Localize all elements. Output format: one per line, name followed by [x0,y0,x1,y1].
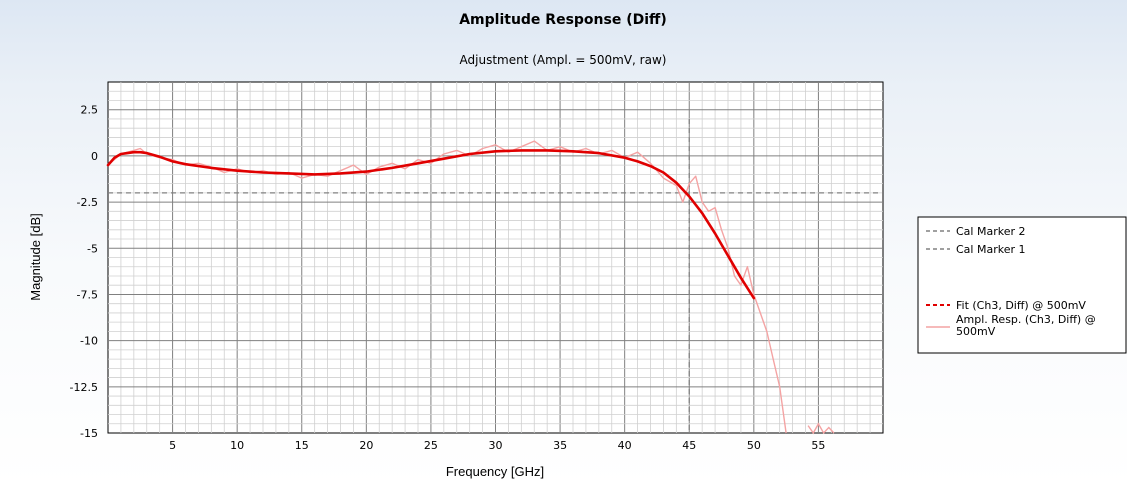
x-tick-label: 25 [424,439,438,452]
x-tick-label: 40 [618,439,632,452]
y-tick-label: -5 [87,242,98,255]
legend-label-cal-marker-1: Cal Marker 1 [956,243,1026,256]
x-tick-label: 35 [553,439,567,452]
legend-label-ampl-resp: Ampl. Resp. (Ch3, Diff) @ 500mV [956,313,1099,338]
y-tick-label: -2.5 [77,196,98,209]
x-tick-label: 45 [682,439,696,452]
legend-box [917,216,1127,354]
y-tick-label: -12.5 [70,381,98,394]
x-tick-label: 30 [489,439,503,452]
legend-label-ampl-resp-line1: Ampl. Resp. (Ch3, Diff) @ [956,313,1096,326]
y-tick-label: -7.5 [77,288,98,301]
y-tick-label: -15 [80,427,98,440]
x-tick-label: 5 [169,439,176,452]
legend-label-fit: Fit (Ch3, Diff) @ 500mV [956,299,1086,312]
series-ampl-resp-line [107,140,787,434]
x-tick-label: 20 [359,439,373,452]
y-axis-label: Magnitude [dB] [28,213,43,300]
series-ampl-resp-fragment [807,422,835,435]
cal-markers [108,118,883,433]
series-fit-line [106,149,756,300]
chart-subtitle: Adjustment (Ampl. = 500mV, raw) [460,53,667,67]
series-layer [106,140,835,435]
chart-title: Amplitude Response (Diff) [459,12,667,28]
legend-label-ampl-resp-line2: 500mV [956,325,996,338]
y-tick-label: 2.5 [81,104,99,117]
tick-labels: 5 10 15 20 25 30 35 40 45 50 55 2.5 0 -2.5 -5 -7.5 -10 -1… [70,104,826,452]
x-tick-label: 15 [295,439,309,452]
x-tick-label: 55 [811,439,825,452]
x-tick-label: 10 [230,439,244,452]
grid [108,82,883,433]
x-tick-label: 50 [747,439,761,452]
y-tick-label: 0 [91,150,98,163]
legend: Cal Marker 2 Cal Marker 1 Fit (Ch3, Diff… [917,216,1127,354]
legend-label-cal-marker-2: Cal Marker 2 [956,225,1026,238]
y-tick-label: -10 [80,335,98,348]
x-axis-label: Frequency [GHz] [446,464,544,479]
